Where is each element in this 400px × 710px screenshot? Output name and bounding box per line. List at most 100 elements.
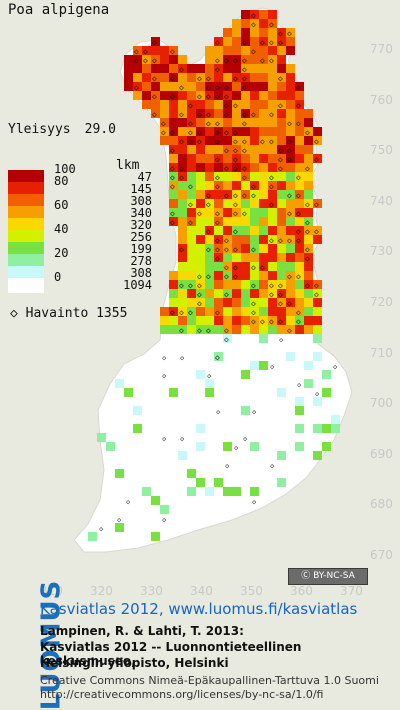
observation-marker: ◇	[207, 372, 212, 380]
grid-cell	[286, 289, 295, 298]
grid-cell	[223, 289, 232, 298]
grid-cell	[241, 136, 250, 145]
observation-marker: ◇	[197, 299, 202, 308]
observation-marker: ◇	[179, 245, 184, 254]
grid-cell	[268, 208, 277, 217]
y-tick-label: 760	[370, 92, 393, 107]
grid-cell	[277, 73, 286, 82]
grid-cell	[295, 136, 304, 145]
grid-cell	[178, 217, 187, 226]
observation-marker: ◇	[215, 56, 220, 65]
observation-marker: ◇	[278, 317, 283, 326]
grid-cell	[232, 289, 241, 298]
grid-cell	[295, 253, 304, 262]
observation-marker: ◇	[296, 236, 301, 245]
grid-cell	[187, 100, 196, 109]
grid-cell	[187, 487, 196, 496]
grid-cell	[241, 271, 250, 280]
observation-marker: ◇	[215, 155, 220, 164]
grid-cell	[178, 55, 187, 64]
grid-cell	[187, 118, 196, 127]
grid-cell	[295, 100, 304, 109]
observation-marker: ◇	[143, 56, 148, 65]
grid-cell	[259, 82, 268, 91]
observation-marker: ◇	[305, 128, 310, 137]
observation-marker: ◇	[233, 263, 238, 272]
grid-cell	[304, 181, 313, 190]
grid-cell	[196, 154, 205, 163]
grid-cell	[160, 55, 169, 64]
grid-cell	[223, 46, 232, 55]
grid-cell	[169, 190, 178, 199]
grid-cell	[259, 262, 268, 271]
grid-cell	[205, 55, 214, 64]
cc-license-badge[interactable]: Ⓒ BY-NC-SA	[288, 568, 368, 585]
observation-marker: ◇	[278, 236, 283, 245]
grid-cell	[205, 307, 214, 316]
legend-row: 60 340	[8, 198, 158, 221]
grid-cell	[250, 361, 259, 370]
observation-marker: ◇	[279, 336, 284, 344]
grid-cell	[196, 253, 205, 262]
grid-cell	[214, 235, 223, 244]
grid-cell	[304, 199, 313, 208]
grid-cell	[142, 46, 151, 55]
grid-cell	[223, 325, 232, 334]
grid-cell	[277, 478, 286, 487]
grid-cell	[250, 199, 259, 208]
grid-cell	[151, 37, 160, 46]
legend-swatch	[8, 242, 44, 257]
observation-marker: ◇	[242, 74, 247, 83]
grid-cell	[151, 46, 160, 55]
observation-marker: ◇	[162, 435, 167, 443]
grid-cell	[223, 487, 232, 496]
observation-marker: ◇	[269, 173, 274, 182]
observation-marker: ◇	[287, 146, 292, 155]
observation-marker: ◇	[251, 110, 256, 119]
grid-cell	[277, 244, 286, 253]
grid-cell	[322, 442, 331, 451]
observation-marker: ◇	[251, 20, 256, 29]
grid-cell	[160, 118, 169, 127]
grid-cell	[259, 334, 268, 343]
grid-cell	[187, 316, 196, 325]
observation-marker: ◇	[152, 92, 157, 101]
observation-marker: ◇	[287, 236, 292, 245]
observation-marker: ◇	[206, 191, 211, 200]
grid-cell	[187, 217, 196, 226]
grid-cell	[304, 118, 313, 127]
atlas-link[interactable]: Kasviatlas 2012, www.luomus.fi/kasviatla…	[40, 600, 358, 618]
grid-cell	[241, 172, 250, 181]
grid-cell	[205, 217, 214, 226]
grid-cell	[304, 316, 313, 325]
grid-cell	[286, 199, 295, 208]
legend-count: 308	[130, 194, 152, 208]
observation-marker: ◇	[269, 137, 274, 146]
grid-cell	[268, 217, 277, 226]
observation-marker: ◇	[215, 254, 220, 263]
y-tick-label: 680	[370, 497, 393, 512]
grid-cell	[223, 64, 232, 73]
grid-cell	[196, 199, 205, 208]
grid-cell	[268, 19, 277, 28]
grid-cell	[196, 109, 205, 118]
license-url[interactable]: http://creativecommons.org/licenses/by-n…	[40, 688, 324, 701]
grid-cell	[232, 208, 241, 217]
grid-cell	[268, 82, 277, 91]
legend-count: 320	[130, 218, 152, 232]
grid-cell	[313, 397, 322, 406]
y-tick-label: 730	[370, 244, 393, 259]
grid-cell	[205, 118, 214, 127]
grid-cell	[223, 226, 232, 235]
observation-marker: ◇	[269, 38, 274, 47]
grid-cell	[178, 172, 187, 181]
grid-cell	[214, 37, 223, 46]
observation-marker: ◇	[269, 236, 274, 245]
grid-cell	[277, 235, 286, 244]
observation-marker: ◇	[152, 38, 157, 47]
observation-marker: ◇	[206, 92, 211, 101]
y-tick-label: 710	[370, 345, 393, 360]
grid-cell	[277, 64, 286, 73]
legend-percent: 100	[54, 162, 76, 176]
grid-cell	[277, 136, 286, 145]
